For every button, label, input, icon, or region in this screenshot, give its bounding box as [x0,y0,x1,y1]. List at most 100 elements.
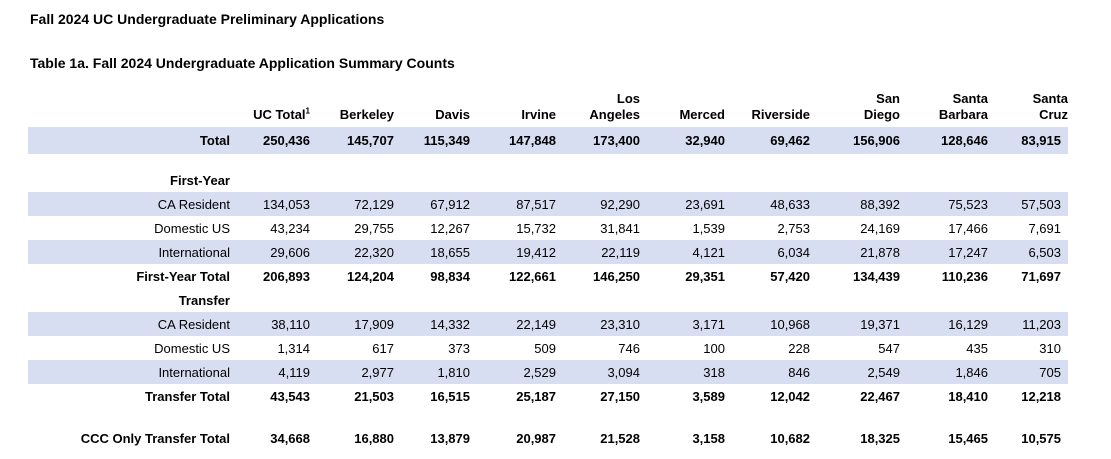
cell-value: 15,732 [516,220,556,236]
cell-value: 1,539 [692,220,725,236]
cell-value: 17,466 [948,220,988,236]
cell-value: 87,517 [470,192,556,216]
cell-value: 34,668 [270,430,310,446]
table-row-total: Total 250,436 145,707 115,349 147,848 173,400… [28,127,1068,154]
cell-value: 21,503 [354,388,394,404]
cell-value: 12,218 [1021,388,1061,404]
table-body: Total 250,436 145,707 115,349 147,848 173,400… [28,127,1068,450]
cell-value [900,288,988,312]
cell-value: 38,110 [230,312,310,336]
column-header-label: Santa Cruz [1032,91,1068,122]
cell-value: 17,247 [900,240,988,264]
cell-value [310,288,394,312]
cell-value: 75,523 [900,192,988,216]
spacer-row [28,408,1068,426]
spacer-cell [28,154,1068,168]
cell-value [810,168,900,192]
cell-value [900,168,988,192]
cell-value: 3,158 [692,430,725,446]
cell-value: 29,606 [230,240,310,264]
cell-value: 19,412 [470,240,556,264]
cell-value: 1,810 [394,360,470,384]
cell-value: 10,968 [725,312,810,336]
column-header-label: UC Total [253,107,306,122]
cell-value: 83,915 [988,127,1068,154]
row-label: CCC Only Transfer Total [80,430,230,446]
cell-value: 16,515 [430,388,470,404]
cell-value: 250,436 [230,127,310,154]
column-header-label: Irvine [521,107,556,122]
column-header-label: Berkeley [339,107,394,122]
row-label: Domestic US [154,220,230,236]
cell-value: 6,034 [725,240,810,264]
cell-value [810,288,900,312]
application-summary-table: UC Total1 Berkeley Davis Irvine Los Angeles M… [28,91,1068,450]
cell-value: 373 [448,340,470,356]
cell-value: 12,042 [770,388,810,404]
cell-value: 547 [878,340,900,356]
column-header-davis: Davis [394,91,470,127]
cell-value: 15,465 [948,430,988,446]
cell-value: 31,841 [600,220,640,236]
cell-value: 14,332 [394,312,470,336]
cell-value: 72,129 [310,192,394,216]
column-header-label: San Diego [863,91,900,122]
cell-value: 145,707 [310,127,394,154]
column-header-san-diego: San Diego [810,91,900,127]
cell-value [470,168,556,192]
cell-value: 115,349 [394,127,470,154]
cell-value [640,168,725,192]
column-header-label: Davis [435,107,470,122]
cell-value: 69,462 [725,127,810,154]
cell-value [725,168,810,192]
row-label: CA Resident [28,192,230,216]
cell-value: 11,203 [988,312,1068,336]
cell-value [556,288,640,312]
cell-value: 43,543 [270,388,310,404]
cell-value: 29,351 [685,268,725,284]
header-row: UC Total1 Berkeley Davis Irvine Los Angeles M… [28,91,1068,127]
cell-value: 4,119 [230,360,310,384]
column-header-los-angeles: Los Angeles [556,91,640,127]
cell-value: 29,755 [354,220,394,236]
cell-value: 146,250 [593,268,640,284]
cell-value [640,288,725,312]
cell-value: 206,893 [263,268,310,284]
cell-value: 2,977 [310,360,394,384]
cell-value: 21,528 [600,430,640,446]
cell-value: 18,325 [860,430,900,446]
cell-value: 23,691 [640,192,725,216]
row-label: Transfer Total [144,388,230,404]
cell-value: 318 [640,360,725,384]
cell-value [556,168,640,192]
cell-value: 18,655 [394,240,470,264]
cell-value: 1,314 [277,340,310,356]
cell-value: 310 [1039,340,1061,356]
cell-value: 134,439 [853,268,900,284]
table-row-international: International 4,119 2,977 1,810 2,529 3,094 31… [28,360,1068,384]
cell-value: 156,906 [810,127,900,154]
cell-value: 3,094 [556,360,640,384]
cell-value: 6,503 [988,240,1068,264]
row-label: First-Year Total [136,268,230,284]
cell-value: 617 [372,340,394,356]
cell-value: 1,846 [900,360,988,384]
cell-value: 435 [966,340,988,356]
column-header-merced: Merced [640,91,725,127]
cell-value: 10,682 [770,430,810,446]
cell-value [988,288,1068,312]
table-row-domestic-us: Domestic US 43,234 29,755 12,267 15,732 31,84… [28,216,1068,240]
cell-value [394,288,470,312]
cell-value: 22,320 [310,240,394,264]
cell-value: 746 [618,340,640,356]
table-row-ca-resident: CA Resident 134,053 72,129 67,912 87,517 92,2… [28,192,1068,216]
cell-value: 23,310 [556,312,640,336]
cell-value: 846 [725,360,810,384]
page-title: Fall 2024 UC Undergraduate Preliminary A… [30,11,385,27]
table-row-first-year-total: First-Year Total 206,893 124,204 98,834 122,… [28,264,1068,288]
cell-value: 20,987 [516,430,556,446]
cell-value: 10,575 [1021,430,1061,446]
cell-value: 27,150 [600,388,640,404]
cell-value: 43,234 [270,220,310,236]
